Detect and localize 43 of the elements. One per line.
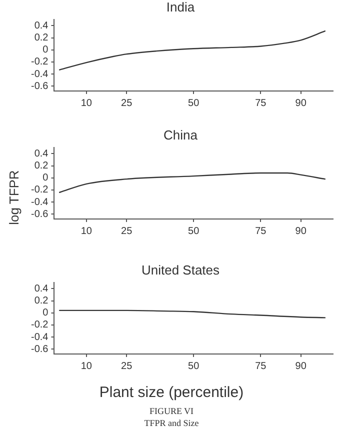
line-series	[58, 30, 326, 70]
x-tick-label: 25	[121, 226, 133, 237]
x-tick-label: 75	[255, 98, 267, 109]
y-tick-label: 0.2	[34, 160, 49, 172]
x-tick-label: 90	[295, 98, 307, 109]
y-tick-label: 0.2	[34, 296, 49, 307]
y-tick-label: -0.2	[30, 56, 49, 68]
x-axis-title: Plant size (percentile)	[98, 384, 245, 401]
x-tick-label: 75	[255, 226, 267, 237]
x-tick-label: 25	[121, 98, 133, 109]
y-tick-label: -0.4	[30, 196, 49, 208]
y-tick-label: 0	[42, 44, 49, 56]
x-tick-label: 10	[80, 360, 92, 372]
text: TFPR and Size	[143, 418, 200, 428]
y-axis-title: log TFPR	[6, 169, 22, 227]
x-tick-label: 50	[188, 98, 200, 109]
chart-title: India	[166, 0, 196, 14]
line-series	[58, 310, 326, 318]
y-tick-label: 0.4	[34, 148, 49, 160]
x-tick-label: 75	[255, 360, 267, 372]
chart-title: China	[164, 127, 198, 142]
y-tick-label: -0.2	[30, 320, 49, 331]
y-tick-label: 0.2	[34, 32, 49, 44]
x-tick-label: 90	[295, 360, 307, 372]
x-tick-label: 50	[188, 360, 200, 372]
y-tick-label: -0.4	[30, 68, 49, 80]
line-series	[58, 172, 326, 193]
y-tick-label: 0	[42, 172, 49, 184]
y-tick-label: -0.6	[30, 344, 49, 355]
text: FIGURE VI	[148, 406, 195, 416]
x-tick-label: 10	[80, 226, 92, 237]
y-tick-label: -0.6	[30, 80, 49, 92]
y-tick-label: -0.2	[30, 184, 49, 196]
y-tick-label: 0.4	[34, 283, 49, 294]
y-tick-label: 0	[42, 308, 49, 319]
chart-title: United States	[141, 262, 220, 278]
y-tick-label: 0.4	[34, 20, 49, 32]
x-tick-label: 25	[121, 360, 133, 372]
y-tick-label: -0.4	[30, 332, 49, 343]
y-tick-label: -0.6	[30, 208, 49, 220]
x-tick-label: 90	[295, 226, 307, 237]
x-tick-label: 10	[80, 98, 92, 109]
x-tick-label: 50	[188, 226, 200, 237]
